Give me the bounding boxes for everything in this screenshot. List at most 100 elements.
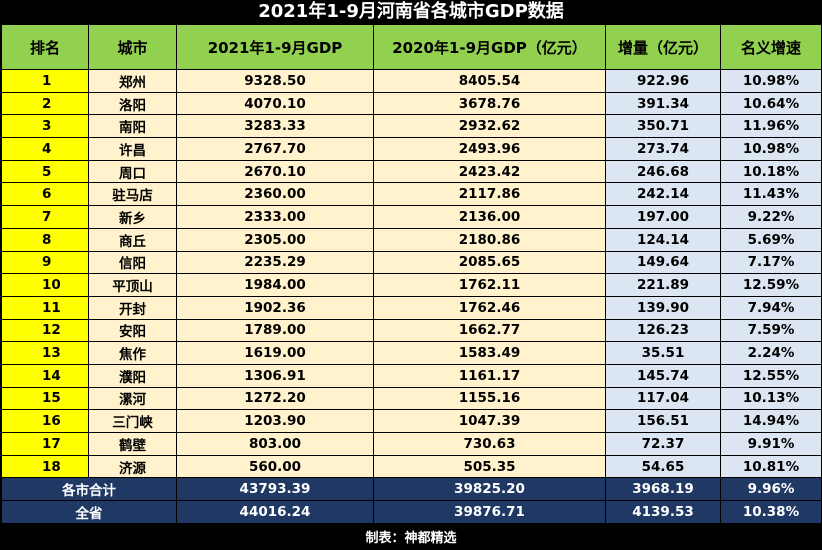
cell-gdp-2021: 43793.39 (176, 477, 374, 502)
cell-gdp-2021: 1203.90 (176, 409, 374, 433)
cell-city: 安阳 (88, 318, 177, 343)
cell-increment: 72.37 (605, 432, 721, 456)
cell-gdp-2020: 1161.17 (373, 363, 606, 388)
cell-gdp-2020: 2180.86 (373, 227, 606, 252)
cell-increment: 391.34 (605, 91, 721, 116)
cell-increment: 221.89 (605, 273, 721, 297)
cell-rank: 13 (1, 341, 89, 365)
cell-city: 濮阳 (88, 363, 177, 388)
cell-rank: 16 (1, 409, 89, 433)
cell-growth: 7.59% (720, 318, 822, 343)
cell-rank: 8 (1, 227, 89, 252)
header-rank: 排名 (1, 24, 89, 70)
cell-gdp-2021: 2305.00 (176, 227, 374, 252)
cell-gdp-2020: 1662.77 (373, 318, 606, 343)
cell-gdp-2021: 1789.00 (176, 318, 374, 343)
cell-gdp-2021: 1902.36 (176, 295, 374, 320)
header-gdp-2021: 2021年1-9月GDP (176, 24, 374, 70)
cell-rank: 11 (1, 295, 89, 320)
table-row: 17 鹤壁 803.00 730.63 72.37 9.91% (1, 432, 822, 456)
table-row: 12 安阳 1789.00 1662.77 126.23 7.59% (1, 318, 822, 343)
cell-gdp-2021: 4070.10 (176, 91, 374, 116)
cell-city: 驻马店 (88, 182, 177, 207)
cell-rank: 9 (1, 250, 89, 275)
cell-gdp-2020: 1047.39 (373, 409, 606, 433)
cell-increment: 4139.53 (605, 500, 721, 525)
cell-rank: 10 (1, 273, 89, 297)
cell-gdp-2021: 2235.29 (176, 250, 374, 275)
table-row: 13 焦作 1619.00 1583.49 35.51 2.24% (1, 341, 822, 365)
cell-gdp-2020: 2932.62 (373, 114, 606, 139)
table-row: 16 三门峡 1203.90 1047.39 156.51 14.94% (1, 409, 822, 433)
cell-city: 洛阳 (88, 91, 177, 116)
cell-gdp-2021: 2670.10 (176, 159, 374, 184)
cell-increment: 246.68 (605, 159, 721, 184)
table-row: 6 驻马店 2360.00 2117.86 242.14 11.43% (1, 182, 822, 207)
cell-growth: 10.38% (720, 500, 822, 525)
cell-gdp-2020: 2136.00 (373, 205, 606, 229)
cell-rank: 17 (1, 432, 89, 456)
summary-label: 全省 (1, 500, 177, 525)
cell-growth: 10.81% (720, 454, 822, 479)
cell-rank: 7 (1, 205, 89, 229)
table-row: 7 新乡 2333.00 2136.00 197.00 9.22% (1, 205, 822, 229)
cell-gdp-2020: 730.63 (373, 432, 606, 456)
cell-gdp-2020: 1155.16 (373, 386, 606, 411)
cell-city: 三门峡 (88, 409, 177, 433)
cell-gdp-2021: 560.00 (176, 454, 374, 479)
gdp-table: 排名 城市 2021年1-9月GDP 2020年1-9月GDP（亿元） 增量（亿… (1, 24, 822, 525)
table-row: 14 濮阳 1306.91 1161.17 145.74 12.55% (1, 363, 822, 388)
header-increment: 增量（亿元） (605, 24, 721, 70)
cell-gdp-2021: 2767.70 (176, 137, 374, 161)
cell-gdp-2020: 2423.42 (373, 159, 606, 184)
cell-rank: 4 (1, 137, 89, 161)
cell-growth: 10.18% (720, 159, 822, 184)
cell-rank: 2 (1, 91, 89, 116)
cell-gdp-2020: 39825.20 (373, 477, 606, 502)
cell-growth: 9.91% (720, 432, 822, 456)
table-row: 1 郑州 9328.50 8405.54 922.96 10.98% (1, 69, 822, 93)
header-gdp-2020: 2020年1-9月GDP（亿元） (373, 24, 606, 70)
cell-increment: 145.74 (605, 363, 721, 388)
cell-gdp-2021: 1272.20 (176, 386, 374, 411)
cell-rank: 14 (1, 363, 89, 388)
summary-row: 各市合计 43793.39 39825.20 3968.19 9.96% (1, 477, 822, 502)
table-row: 4 许昌 2767.70 2493.96 273.74 10.98% (1, 137, 822, 161)
cell-gdp-2020: 505.35 (373, 454, 606, 479)
cell-city: 鹤壁 (88, 432, 177, 456)
table-row: 3 南阳 3283.33 2932.62 350.71 11.96% (1, 114, 822, 139)
cell-growth: 14.94% (720, 409, 822, 433)
cell-growth: 7.94% (720, 295, 822, 320)
cell-rank: 1 (1, 69, 89, 93)
cell-increment: 156.51 (605, 409, 721, 433)
cell-city: 焦作 (88, 341, 177, 365)
cell-rank: 15 (1, 386, 89, 411)
cell-city: 南阳 (88, 114, 177, 139)
cell-gdp-2020: 2085.65 (373, 250, 606, 275)
header-city: 城市 (88, 24, 177, 70)
table-row: 8 商丘 2305.00 2180.86 124.14 5.69% (1, 227, 822, 252)
cell-gdp-2021: 803.00 (176, 432, 374, 456)
cell-growth: 9.22% (720, 205, 822, 229)
cell-city: 漯河 (88, 386, 177, 411)
cell-increment: 922.96 (605, 69, 721, 93)
footer-credit: 制表：神都精选 (365, 531, 457, 546)
cell-increment: 273.74 (605, 137, 721, 161)
cell-growth: 10.98% (720, 137, 822, 161)
cell-city: 济源 (88, 454, 177, 479)
cell-increment: 54.65 (605, 454, 721, 479)
cell-increment: 139.90 (605, 295, 721, 320)
table-row: 2 洛阳 4070.10 3678.76 391.34 10.64% (1, 91, 822, 116)
cell-city: 信阳 (88, 250, 177, 275)
table-title: 2021年1-9月河南省各城市GDP数据 (258, 1, 564, 22)
cell-growth: 2.24% (720, 341, 822, 365)
cell-increment: 124.14 (605, 227, 721, 252)
cell-rank: 3 (1, 114, 89, 139)
cell-gdp-2020: 1583.49 (373, 341, 606, 365)
cell-increment: 117.04 (605, 386, 721, 411)
cell-increment: 242.14 (605, 182, 721, 207)
cell-gdp-2021: 2333.00 (176, 205, 374, 229)
summary-row: 全省 44016.24 39876.71 4139.53 10.38% (1, 500, 822, 525)
cell-growth: 10.13% (720, 386, 822, 411)
cell-growth: 10.64% (720, 91, 822, 116)
